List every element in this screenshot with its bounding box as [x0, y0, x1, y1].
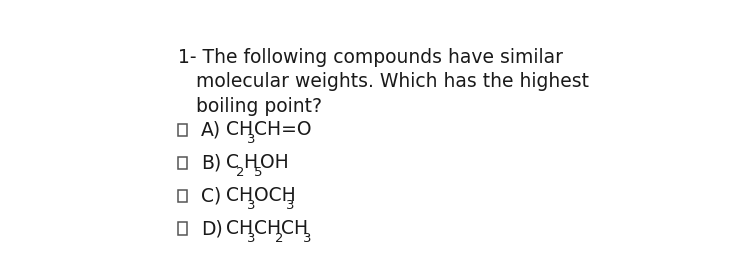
Text: 3: 3 [248, 133, 256, 146]
Text: C: C [226, 153, 239, 172]
Text: CH=O: CH=O [254, 120, 311, 139]
Text: C): C) [201, 186, 221, 205]
Bar [178, 222, 188, 235]
Text: boiling point?: boiling point? [178, 97, 322, 116]
Text: OH: OH [260, 153, 290, 172]
Text: B): B) [201, 153, 221, 172]
Text: A): A) [201, 120, 221, 139]
Text: 2: 2 [275, 232, 284, 245]
Text: 3: 3 [286, 199, 295, 212]
Text: CH: CH [281, 219, 308, 238]
Text: 3: 3 [248, 232, 256, 245]
Text: H: H [243, 153, 257, 172]
Text: CH: CH [226, 120, 254, 139]
Text: CH: CH [226, 219, 254, 238]
Text: 2: 2 [236, 166, 244, 179]
Bar [178, 156, 188, 169]
Text: CH: CH [226, 186, 254, 205]
Text: molecular weights. Which has the highest: molecular weights. Which has the highest [178, 72, 589, 91]
Text: D): D) [201, 219, 223, 238]
Text: 3: 3 [248, 199, 256, 212]
Bar [178, 190, 188, 202]
Text: 1- The following compounds have similar: 1- The following compounds have similar [178, 48, 563, 67]
Text: CH: CH [254, 219, 281, 238]
Text: 5: 5 [254, 166, 262, 179]
Text: OCH: OCH [254, 186, 296, 205]
Text: 3: 3 [302, 232, 311, 245]
Bar [178, 124, 188, 136]
